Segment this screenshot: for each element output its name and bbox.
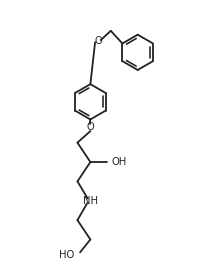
Text: OH: OH [111, 157, 126, 167]
Text: O: O [86, 122, 94, 132]
Text: O: O [94, 36, 102, 46]
Text: HO: HO [59, 250, 74, 260]
Text: NH: NH [83, 196, 98, 206]
